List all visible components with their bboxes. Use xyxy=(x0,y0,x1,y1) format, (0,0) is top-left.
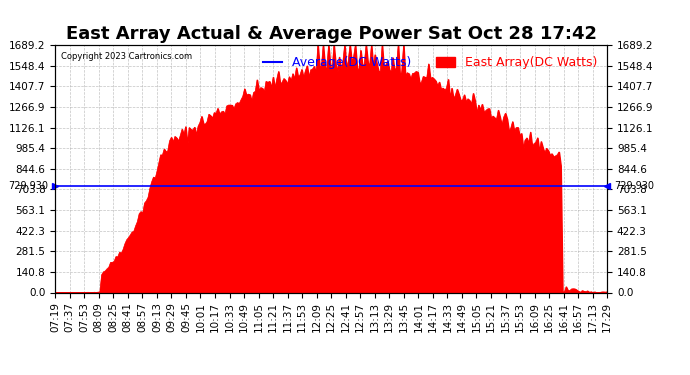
Title: East Array Actual & Average Power Sat Oct 28 17:42: East Array Actual & Average Power Sat Oc… xyxy=(66,26,597,44)
Legend: Average(DC Watts), East Array(DC Watts): Average(DC Watts), East Array(DC Watts) xyxy=(259,51,602,74)
Text: 729.930: 729.930 xyxy=(614,180,654,190)
Text: 729.930: 729.930 xyxy=(8,180,48,190)
Text: Copyright 2023 Cartronics.com: Copyright 2023 Cartronics.com xyxy=(61,53,192,62)
